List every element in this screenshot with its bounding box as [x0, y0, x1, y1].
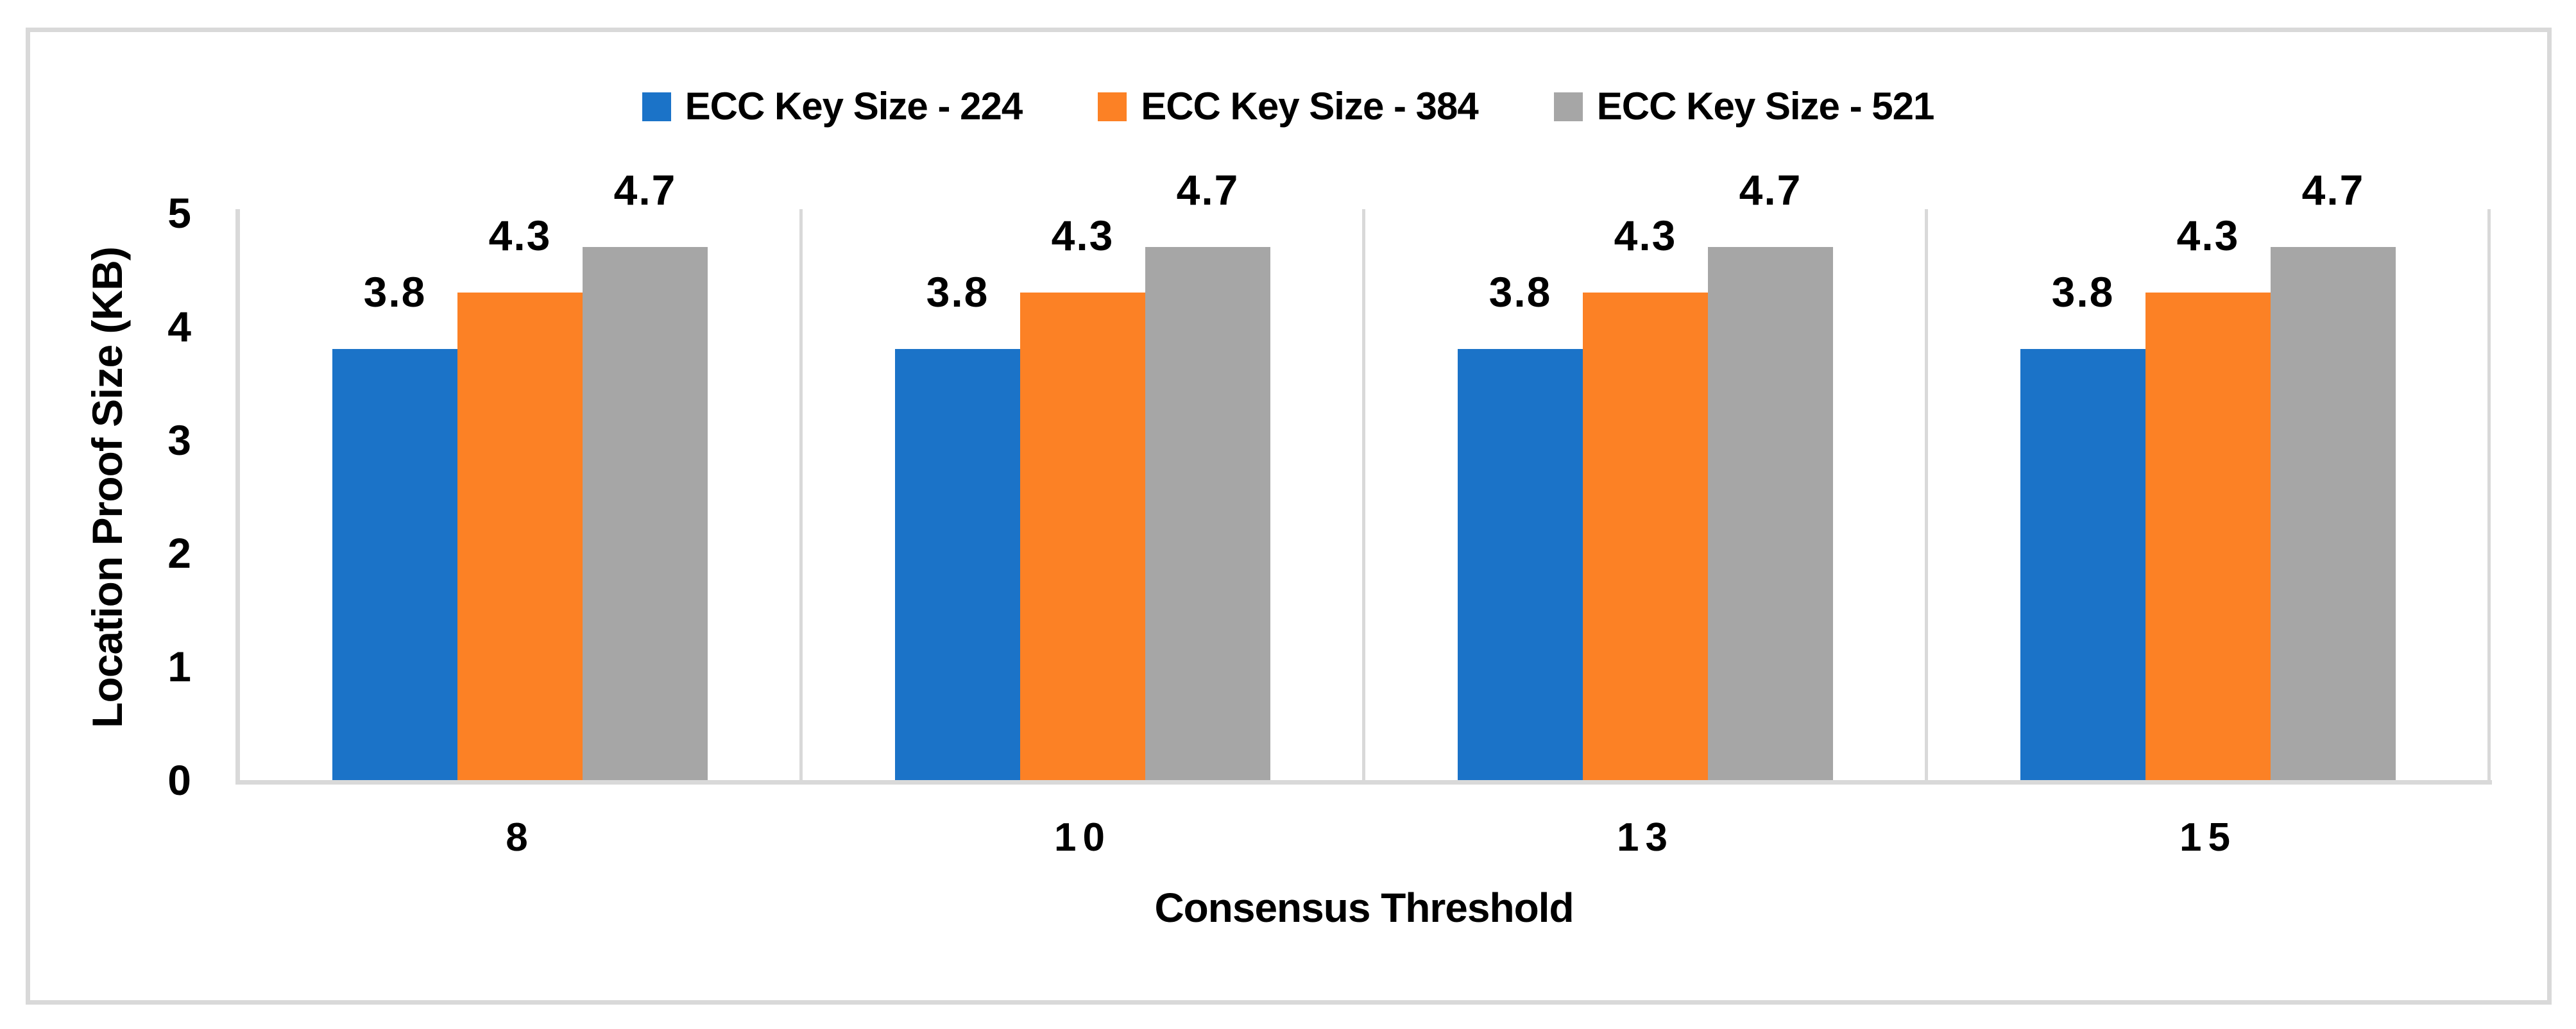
bar-value-label: 4.3 [1051, 212, 1114, 259]
x-axis-title: Consensus Threshold [1154, 885, 1574, 931]
x-axis-tick-label: 10 [1054, 815, 1111, 860]
bar-value-label: 4.3 [2176, 212, 2240, 259]
bar-value-label: 4.7 [2301, 166, 2365, 214]
bar [1020, 293, 1145, 780]
bar-value-label: 4.7 [1739, 166, 1802, 214]
bar [2271, 247, 2396, 780]
y-axis-tick-label: 3 [167, 416, 192, 464]
y-axis-line [235, 209, 240, 785]
category-separator-line [799, 209, 803, 780]
bar [1583, 293, 1708, 780]
x-axis-tick-label: 8 [506, 815, 534, 860]
legend-item: ECC Key Size - 224 [642, 87, 1023, 126]
legend-swatch-icon [1098, 92, 1127, 121]
plot-area: 3.8 4.3 4.7 3.8 4.3 4.7 3.8 4.3 4.7 3.8 4.3 4.7 [235, 169, 2492, 785]
bar-group: 3.8 4.3 4.7 [239, 169, 801, 780]
x-axis-tick-label: 13 [1617, 815, 1674, 860]
category-separator-line [1362, 209, 1365, 780]
bar-group: 3.8 4.3 4.7 [1364, 169, 1927, 780]
bar-value-label: 3.8 [363, 268, 427, 316]
legend-item: ECC Key Size - 384 [1098, 85, 1479, 128]
bar [1458, 349, 1583, 780]
bar-group: 3.8 4.3 4.7 [801, 169, 1364, 780]
bar [457, 293, 583, 780]
legend-label: ECC Key Size - 521 [1596, 85, 1935, 128]
bar [895, 349, 1020, 780]
category-separator-line [2487, 209, 2491, 780]
bar [583, 247, 708, 780]
bar [2145, 293, 2271, 780]
legend-label: ECC Key Size - 224 [685, 85, 1023, 128]
bar-value-label: 4.7 [613, 166, 677, 214]
bar [2020, 349, 2145, 780]
y-axis-tick-label: 2 [167, 529, 192, 577]
chart-border [26, 28, 2552, 1005]
bar-value-label: 3.8 [926, 268, 989, 316]
bar-value-label: 3.8 [2051, 268, 2115, 316]
bar-value-label: 4.7 [1176, 166, 1240, 214]
y-axis-tick-label: 5 [167, 189, 192, 237]
bar-value-label: 3.8 [1488, 268, 1552, 316]
y-axis-tick-labels: 0 1 2 3 4 5 [0, 0, 192, 1029]
bar [1708, 247, 1833, 780]
legend-label: ECC Key Size - 384 [1141, 85, 1479, 128]
legend-swatch-icon [1553, 92, 1583, 121]
legend-item: ECC Key Size - 521 [1553, 85, 1935, 128]
bar-value-label: 4.3 [488, 212, 552, 259]
bar-value-label: 4.3 [1614, 212, 1677, 259]
bar [332, 349, 457, 780]
x-axis-tick-label: 15 [2179, 815, 2237, 860]
y-axis-tick-label: 0 [167, 756, 192, 804]
x-axis-line [235, 780, 2492, 785]
category-separator-line [1925, 209, 1928, 780]
legend: ECC Key Size - 224 ECC Key Size - 384 ECC … [0, 82, 2576, 131]
bar-group: 3.8 4.3 4.7 [1927, 169, 2489, 780]
legend-swatch-icon [642, 92, 671, 121]
bar [1145, 247, 1270, 780]
y-axis-tick-label: 1 [167, 643, 192, 691]
y-axis-tick-label: 4 [167, 302, 192, 350]
